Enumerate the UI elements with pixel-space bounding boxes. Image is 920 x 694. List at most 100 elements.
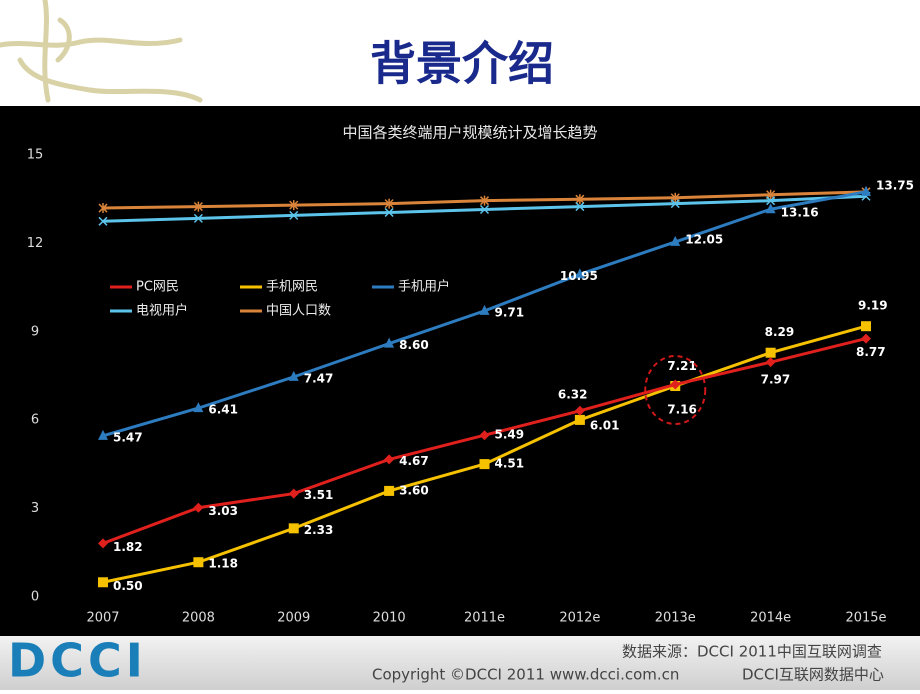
value-label: 4.51 [495, 457, 525, 471]
point [193, 502, 204, 513]
chart-background [0, 106, 920, 636]
point [765, 203, 776, 214]
point [575, 194, 585, 205]
value-label: 5.49 [495, 428, 525, 442]
point [384, 337, 395, 348]
point [479, 304, 490, 315]
y-tick-label: 6 [31, 413, 39, 428]
value-label: 13.75 [876, 178, 914, 192]
value-label: 6.01 [590, 418, 620, 432]
y-tick-label: 12 [27, 236, 44, 251]
y-tick-label: 15 [27, 148, 44, 163]
point [193, 201, 203, 212]
chart-title: 中国各类终端用户规模统计及增长趋势 [342, 124, 597, 142]
x-tick-label: 2012e [559, 611, 600, 626]
highlight-circle [644, 355, 707, 425]
point [98, 538, 108, 549]
value-label: 13.16 [781, 206, 819, 220]
x-tick-label: 2010 [373, 611, 406, 626]
point [861, 321, 871, 332]
leaf-decoration [0, 0, 203, 103]
legend-label: 电视用户 [136, 303, 188, 319]
x-tick-label: 2009 [277, 611, 310, 626]
value-label: 2.33 [304, 523, 334, 537]
value-label: 9.71 [495, 305, 525, 319]
point [670, 199, 680, 209]
legend-label: 手机网民 [266, 280, 318, 295]
value-label: 5.47 [113, 430, 143, 444]
x-tick-label: 2013e [655, 611, 696, 626]
value-label: 9.19 [858, 299, 888, 313]
point [861, 333, 871, 344]
point [288, 523, 299, 534]
y-tick-label: 3 [31, 501, 39, 516]
point [384, 454, 395, 465]
legend-label: 手机用户 [398, 279, 450, 295]
point [98, 429, 108, 440]
point [670, 235, 681, 246]
point [193, 213, 203, 223]
legend-label: PC网民 [136, 280, 179, 295]
y-tick-label: 9 [31, 324, 39, 339]
value-label: 0.50 [113, 579, 143, 593]
point [479, 430, 490, 441]
legend-label: 中国人口数 [266, 304, 331, 319]
logo: DCCI [8, 634, 147, 688]
x-tick-label: 2008 [182, 611, 215, 626]
series [98, 186, 871, 214]
point [98, 203, 108, 214]
value-label: 7.16 [667, 403, 697, 417]
point [384, 485, 395, 496]
value-label: 8.29 [765, 325, 795, 339]
point [574, 414, 585, 425]
source: 数据来源：DCCI 2011中国互联网调查 [622, 643, 882, 661]
point [193, 557, 204, 568]
point [479, 204, 490, 215]
value-label: 8.60 [399, 338, 429, 352]
point [288, 488, 299, 499]
point [861, 185, 871, 196]
point [479, 195, 490, 206]
point [288, 370, 299, 381]
point [670, 379, 681, 390]
value-label: 8.77 [856, 345, 886, 359]
value-label: 10.95 [560, 269, 598, 283]
series [98, 185, 871, 440]
point [384, 198, 394, 209]
series [98, 333, 871, 549]
y-tick-label: 0 [31, 590, 39, 605]
point [765, 347, 776, 358]
series [98, 191, 871, 226]
value-label: 4.67 [399, 454, 429, 468]
point [193, 402, 204, 413]
point [98, 577, 108, 588]
point [766, 196, 776, 206]
value-label: 6.32 [558, 387, 588, 401]
point [98, 216, 108, 226]
copyright: Copyright ©DCCI 2011 www.dcci.com.cn [372, 666, 679, 684]
point [765, 357, 776, 368]
point [575, 202, 585, 212]
point [384, 207, 394, 217]
value-label: 3.60 [399, 483, 429, 497]
x-tick-label: 2007 [86, 611, 119, 626]
value-label: 7.21 [667, 359, 697, 373]
value-label: 7.47 [304, 371, 334, 385]
point [289, 210, 299, 220]
value-label: 6.41 [208, 403, 238, 417]
value-label: 1.82 [113, 540, 143, 554]
slide-title: 背景介绍 [370, 37, 554, 91]
point [574, 268, 585, 279]
value-label: 12.05 [685, 232, 723, 246]
x-tick-label: 2011e [464, 611, 505, 626]
value-label: 3.03 [208, 504, 238, 518]
value-label: 3.51 [304, 488, 334, 502]
value-label: 1.18 [208, 557, 238, 571]
center-name: DCCI互联网数据中心 [742, 666, 884, 684]
x-tick-label: 2015e [845, 611, 886, 626]
point [574, 405, 585, 416]
point [289, 200, 299, 211]
footer-bar [0, 636, 920, 690]
